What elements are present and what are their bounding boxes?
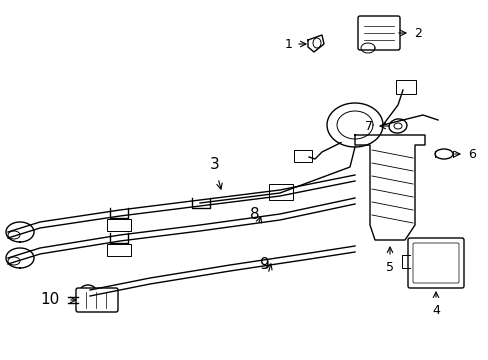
Text: 10: 10 [41, 292, 60, 307]
Text: 5: 5 [385, 261, 393, 274]
Ellipse shape [434, 149, 452, 159]
Ellipse shape [388, 119, 406, 133]
FancyBboxPatch shape [76, 288, 118, 312]
FancyBboxPatch shape [395, 80, 415, 94]
Ellipse shape [312, 38, 320, 48]
Text: 9: 9 [260, 257, 269, 272]
Text: 4: 4 [431, 304, 439, 317]
Ellipse shape [80, 285, 96, 297]
FancyBboxPatch shape [407, 238, 463, 288]
FancyBboxPatch shape [412, 243, 458, 283]
FancyBboxPatch shape [357, 16, 399, 50]
Ellipse shape [8, 231, 20, 239]
FancyBboxPatch shape [107, 244, 131, 256]
FancyBboxPatch shape [107, 219, 131, 231]
Text: 8: 8 [250, 207, 259, 222]
Text: 2: 2 [413, 27, 421, 40]
Text: 3: 3 [210, 157, 220, 172]
Ellipse shape [8, 257, 20, 265]
Ellipse shape [393, 123, 401, 129]
FancyBboxPatch shape [293, 150, 311, 162]
Text: 6: 6 [467, 148, 475, 161]
Text: 7: 7 [364, 120, 372, 132]
Text: 1: 1 [285, 37, 292, 50]
FancyBboxPatch shape [268, 184, 292, 200]
